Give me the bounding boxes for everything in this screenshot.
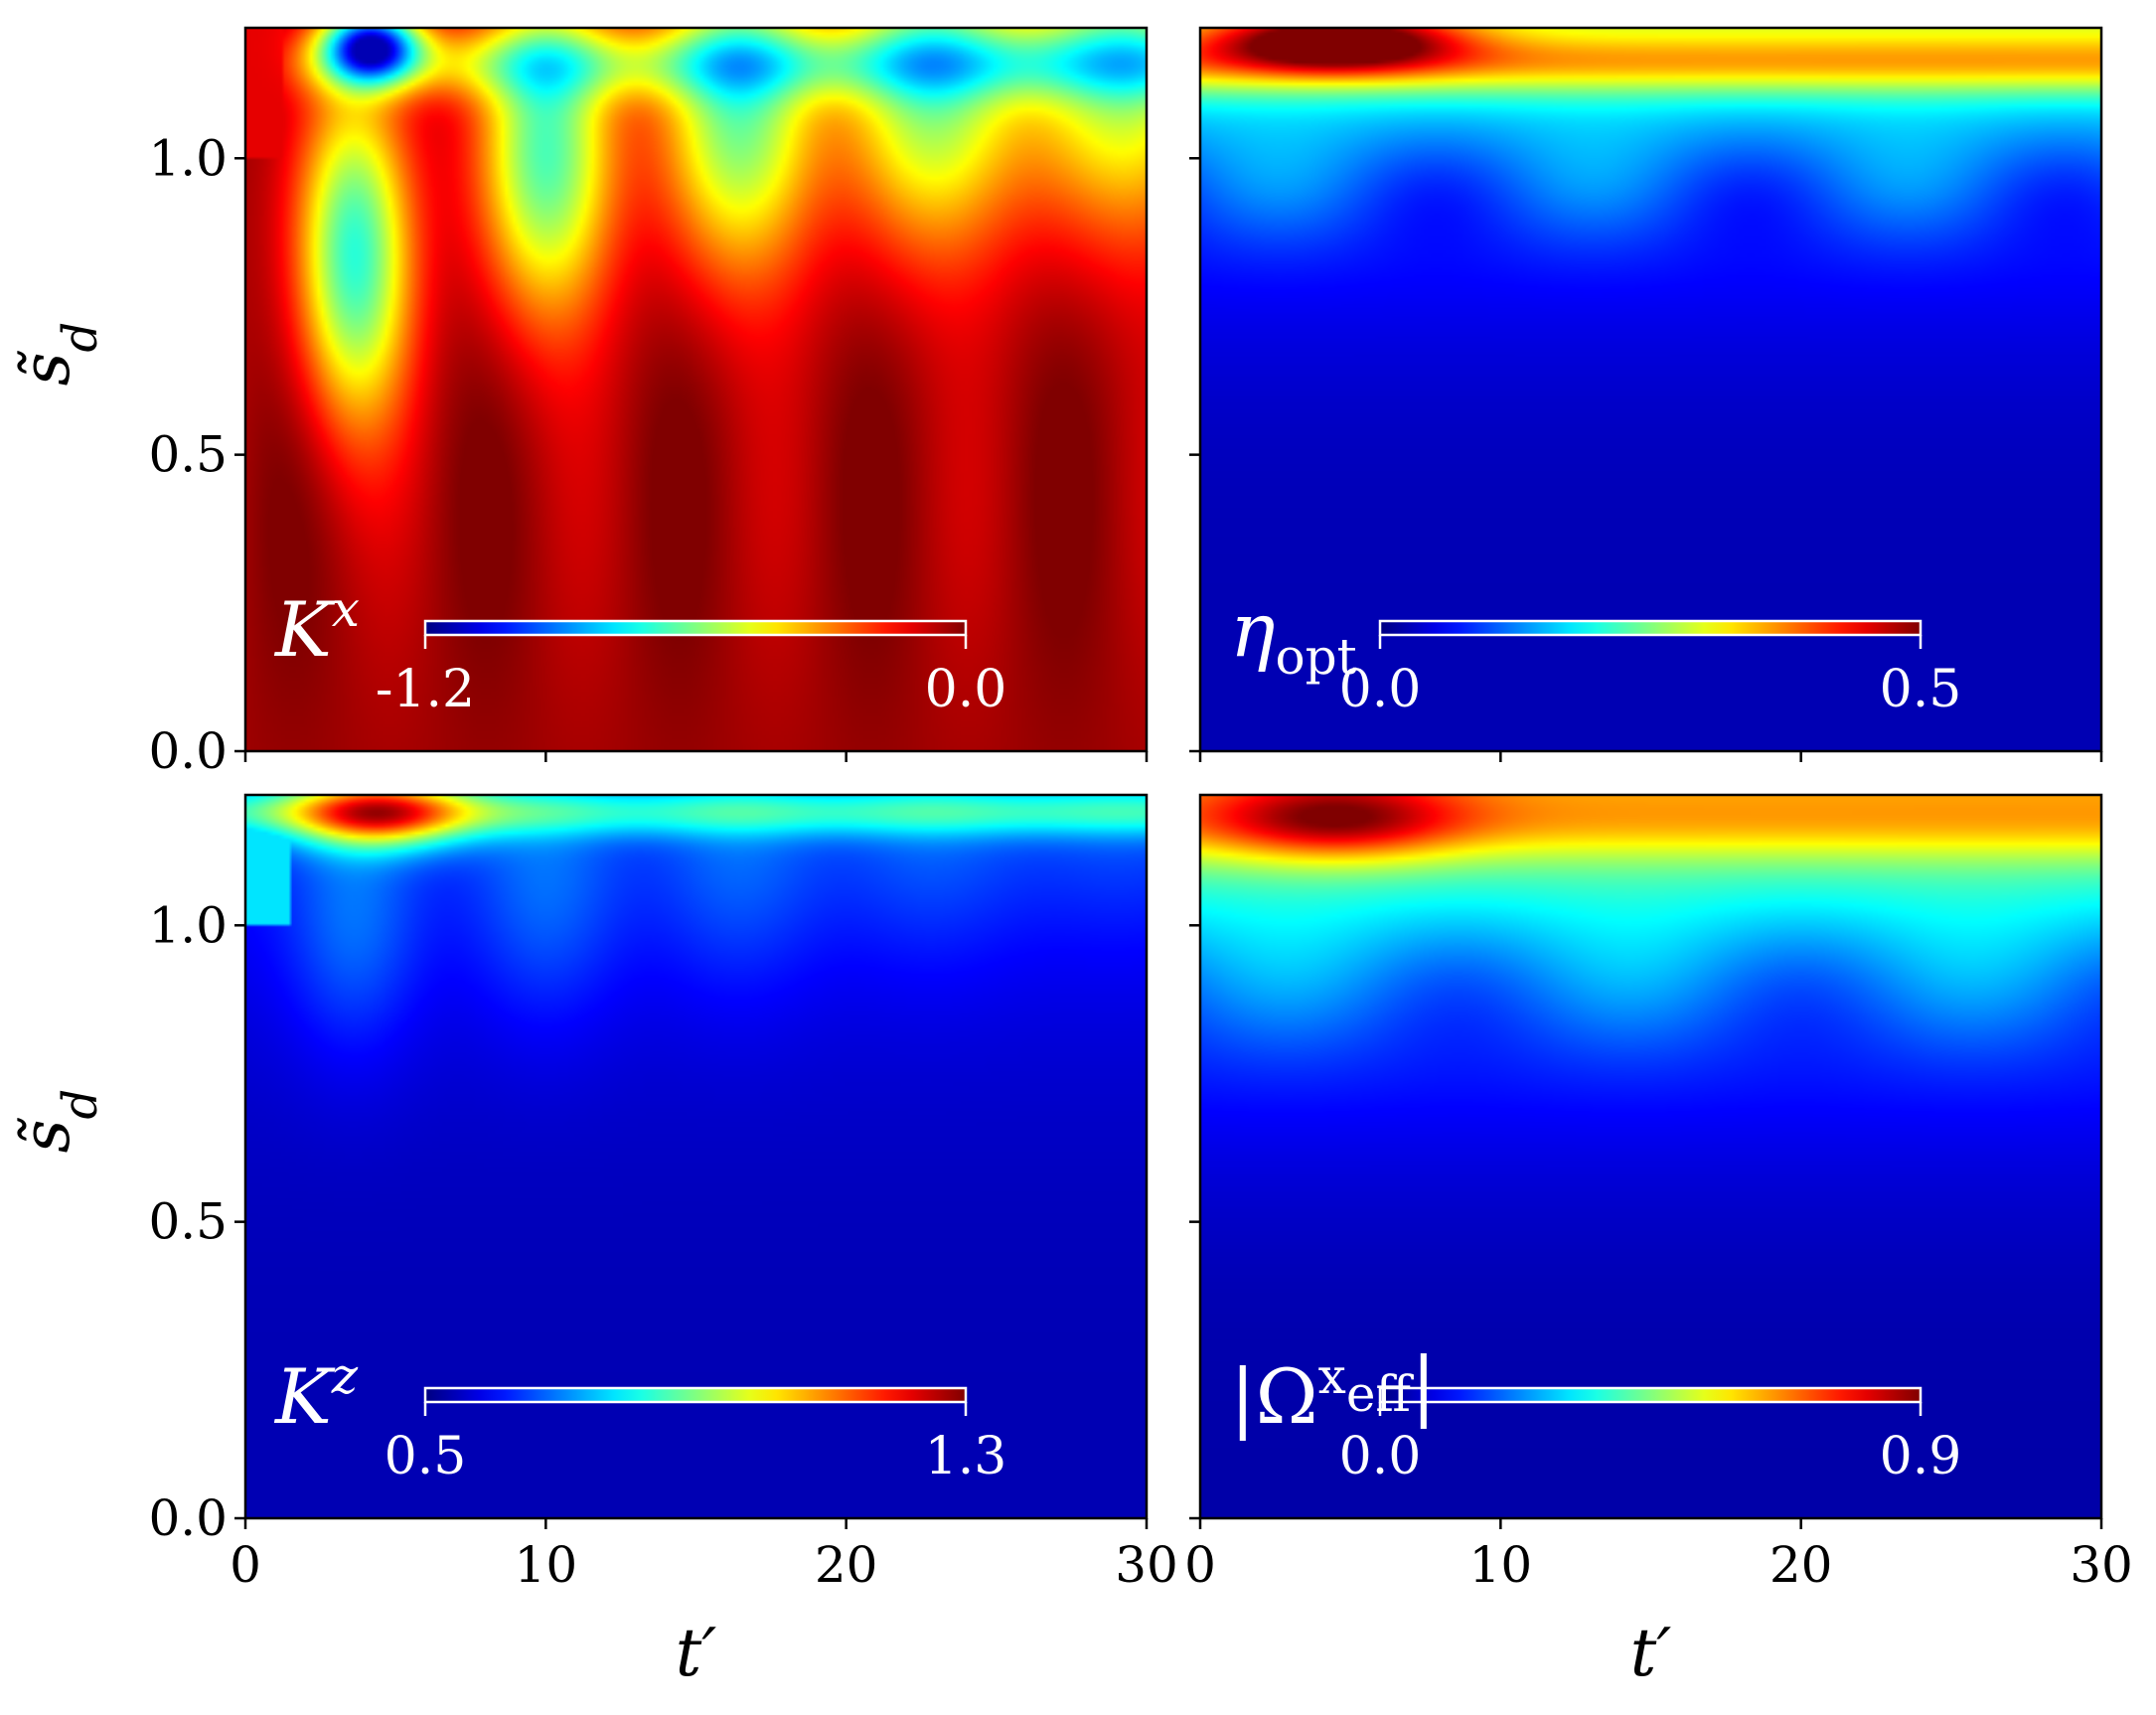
x-tick-label: 20 <box>815 1536 878 1594</box>
x-tick-label: 30 <box>1115 1536 1178 1594</box>
panel-label: ηopt <box>1230 585 1357 686</box>
y-axis-label: s̃d <box>8 322 108 387</box>
colorbar-max-label: 0.9 <box>1880 1427 1962 1486</box>
y-tick-label: 1.0 <box>148 896 228 954</box>
y-tick-label: 0.5 <box>148 1193 228 1251</box>
colorbar <box>423 619 968 637</box>
plot-frame <box>243 793 1149 1520</box>
colorbar-max-label: 0.0 <box>925 660 1007 719</box>
panel-top-left: 0.0 0.5 1.0 s̃d -1.2 0.0 Kx <box>8 26 1149 780</box>
x-tick-label: 20 <box>1770 1536 1833 1594</box>
colorbar-min-label: 0.0 <box>1339 1427 1422 1486</box>
colorbar-min-label: 0.0 <box>1339 660 1422 719</box>
x-tick-label: 0 <box>230 1536 261 1594</box>
x-axis-label: t′ <box>676 1615 717 1691</box>
heatmap-image <box>1200 795 2101 1518</box>
colorbar <box>423 1386 968 1404</box>
colorbar-max-label: 0.5 <box>1880 660 1962 719</box>
colorbar <box>1378 619 1923 637</box>
heatmap-image <box>245 28 1147 751</box>
colorbar-min-label: -1.2 <box>376 660 475 719</box>
panel-top-right: 0.0 0.5 ηopt <box>1189 26 2103 762</box>
panel-label: |Ωxeff| <box>1230 1340 1437 1441</box>
colorbar <box>1378 1386 1923 1404</box>
heatmap-image <box>245 795 1147 1518</box>
colorbar-min-label: 0.5 <box>385 1427 467 1486</box>
x-tick-label: 30 <box>2070 1536 2133 1594</box>
plot-frame <box>1198 26 2103 753</box>
colorbar-max-label: 1.3 <box>925 1427 1007 1486</box>
x-tick-label: 10 <box>1469 1536 1533 1594</box>
panel-bottom-right: 0 10 20 30 t′ 0.0 0.9 |Ωxeff| <box>1184 793 2133 1691</box>
panel-bottom-left: 0 10 20 30 0.0 0.5 1.0 t′ s̃d 0.5 1.3 Kz <box>8 793 1178 1691</box>
panel-label: Kx <box>273 580 360 674</box>
y-tick-label: 0.0 <box>148 1489 228 1547</box>
x-tick-label: 0 <box>1184 1536 1216 1594</box>
y-tick-label: 0.5 <box>148 426 228 484</box>
x-axis-label: t′ <box>1630 1615 1672 1691</box>
panel-label: Kz <box>273 1347 359 1441</box>
y-axis-label: s̃d <box>8 1089 108 1154</box>
y-tick-label: 0.0 <box>148 722 228 780</box>
plot-frame <box>1198 793 2103 1520</box>
y-tick-label: 1.0 <box>148 129 228 187</box>
plot-frame <box>243 26 1149 753</box>
x-tick-label: 10 <box>515 1536 578 1594</box>
